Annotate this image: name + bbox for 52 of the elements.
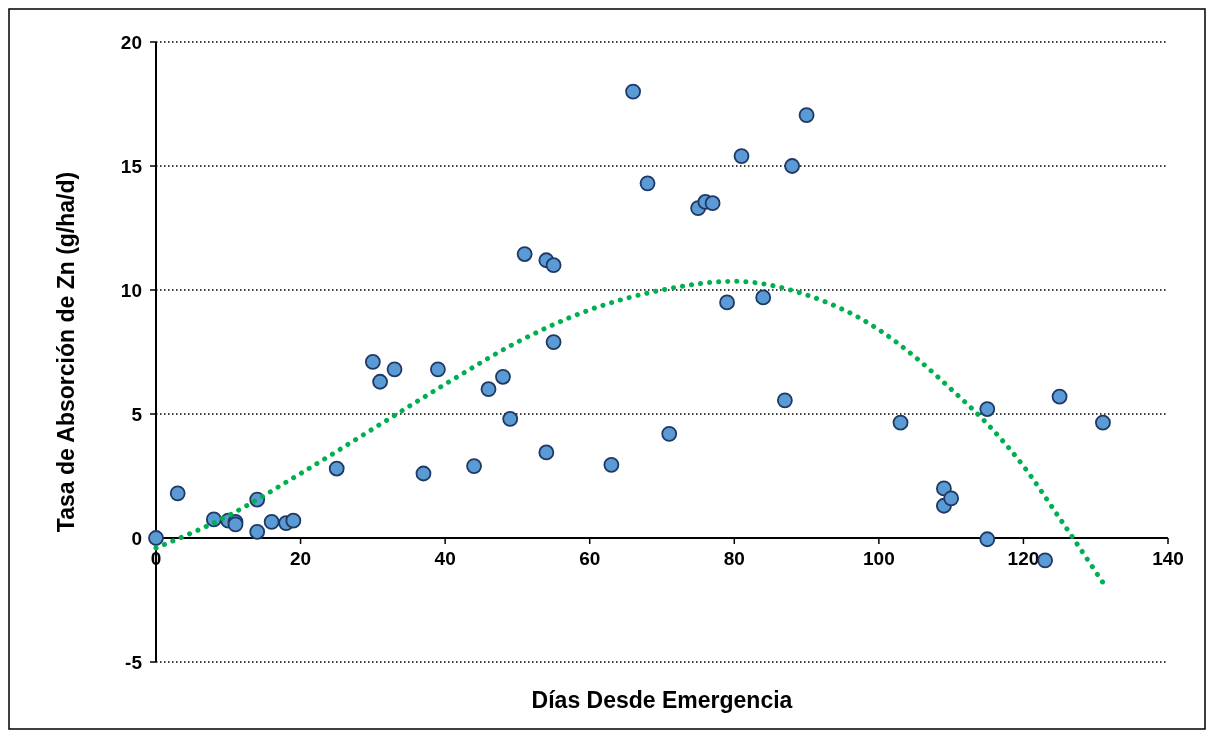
point bbox=[1037, 552, 1054, 569]
point bbox=[538, 444, 555, 461]
point bbox=[1051, 388, 1068, 405]
x-tick-label: 120 bbox=[1007, 548, 1040, 569]
x-tick-label: 20 bbox=[290, 548, 312, 569]
point bbox=[364, 354, 381, 370]
y-tick-label: 0 bbox=[131, 528, 142, 549]
point bbox=[545, 257, 562, 274]
point bbox=[733, 148, 750, 164]
point bbox=[1095, 414, 1111, 431]
point bbox=[328, 460, 345, 477]
y-tick-label: -5 bbox=[125, 652, 143, 673]
point bbox=[755, 289, 772, 306]
point bbox=[495, 368, 511, 385]
y-tick-label: 20 bbox=[120, 32, 142, 53]
point bbox=[516, 246, 533, 262]
x-tick-label: 100 bbox=[863, 548, 895, 569]
point bbox=[719, 294, 735, 311]
point bbox=[545, 334, 562, 350]
y-axis-title: Tasa de Absorción de Zn (g/ha/d) bbox=[53, 171, 79, 533]
point bbox=[979, 531, 996, 548]
point bbox=[386, 361, 403, 378]
point bbox=[148, 530, 164, 546]
point bbox=[776, 392, 793, 409]
point bbox=[979, 401, 996, 417]
point bbox=[625, 83, 641, 100]
y-tick-label: 15 bbox=[120, 156, 143, 177]
point bbox=[639, 175, 656, 192]
point bbox=[466, 458, 482, 474]
x-tick-label: 40 bbox=[434, 548, 456, 569]
x-tick-label: 80 bbox=[723, 548, 745, 569]
point bbox=[415, 465, 432, 482]
point bbox=[480, 381, 497, 398]
point bbox=[430, 361, 446, 378]
point bbox=[249, 523, 266, 540]
point bbox=[892, 414, 909, 431]
y-tick-label: 10 bbox=[120, 280, 142, 301]
point bbox=[372, 373, 388, 390]
point bbox=[661, 425, 678, 442]
point bbox=[603, 456, 620, 473]
point bbox=[502, 411, 519, 427]
point bbox=[943, 490, 960, 507]
x-tick-label: 140 bbox=[1152, 548, 1184, 569]
point bbox=[263, 513, 280, 530]
x-tick-label: 60 bbox=[579, 548, 601, 569]
point bbox=[798, 107, 815, 124]
y-tick-label: 5 bbox=[131, 404, 143, 425]
point bbox=[784, 158, 801, 174]
point bbox=[169, 485, 186, 502]
x-axis-title: Días Desde Emergencia bbox=[531, 687, 793, 713]
point bbox=[704, 195, 721, 212]
point bbox=[285, 512, 302, 529]
